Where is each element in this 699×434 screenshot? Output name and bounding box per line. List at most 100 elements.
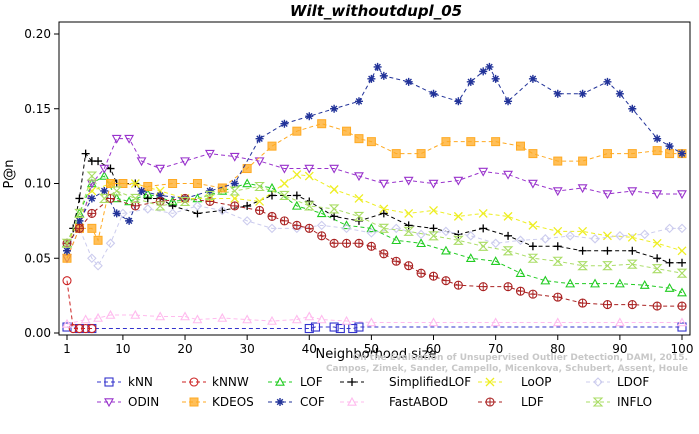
data-point: [404, 261, 414, 271]
data-point: [676, 268, 688, 278]
data-point: [404, 77, 413, 86]
legend-label: LOF: [300, 375, 323, 389]
data-point: [217, 205, 228, 216]
data-point-cross: [330, 239, 339, 248]
data-point: [87, 253, 97, 264]
legend-label: LDOF: [617, 375, 649, 389]
data-point: [341, 238, 352, 248]
data-point: [267, 182, 277, 192]
data-point: [527, 253, 539, 263]
data-point: [353, 211, 365, 221]
data-point: [577, 184, 588, 194]
data-point: [354, 238, 364, 248]
series-line: [66, 175, 683, 294]
data-point-cross: [553, 293, 562, 302]
data-point-cross: [628, 300, 637, 309]
data-point-cross: [504, 282, 513, 291]
legend-label: kNNW: [212, 375, 249, 389]
data-point: [104, 377, 114, 387]
series-line: [66, 314, 682, 325]
data-point: [205, 196, 215, 206]
credit-line-1: Campos, Zimek, Sander, Campello, Micenko…: [326, 364, 688, 374]
data-point: [354, 172, 364, 182]
data-point: [378, 179, 389, 189]
data-point: [479, 67, 488, 76]
data-point: [168, 179, 178, 188]
data-point: [254, 181, 265, 192]
series-ldf: [62, 193, 687, 311]
data-point-cross: [429, 272, 438, 281]
legend: kNN kNNW LOF SimplifiedLOF LoOP LDOF ODIN KDEOS…: [97, 375, 652, 409]
data-point: [478, 208, 488, 218]
data-point: [652, 301, 662, 311]
data-point: [130, 309, 141, 319]
x-tick-label: 50: [364, 342, 379, 356]
series-odin: [62, 134, 687, 264]
data-point-cross: [528, 290, 537, 299]
legend-label: FastABOD: [389, 395, 448, 409]
data-point: [527, 179, 538, 189]
data-point: [124, 196, 135, 206]
data-point: [490, 317, 501, 327]
data-point: [93, 235, 103, 245]
data-point: [105, 179, 115, 188]
data-point: [366, 228, 377, 238]
data-point: [491, 137, 501, 147]
data-point-cross: [404, 261, 413, 270]
data-point: [366, 241, 376, 251]
data-point: [104, 398, 114, 408]
data-point: [105, 193, 116, 203]
data-point: [466, 77, 475, 86]
data-point-cross: [342, 239, 351, 248]
data-point: [255, 196, 265, 206]
data-point: [515, 268, 526, 277]
data-point: [303, 201, 315, 211]
data-point: [304, 323, 314, 334]
data-point-cross: [516, 287, 525, 296]
data-point: [292, 191, 301, 200]
data-point: [503, 211, 513, 221]
data-point: [416, 229, 426, 240]
data-point: [192, 314, 203, 324]
data-point: [167, 208, 178, 219]
plot-area: [58, 21, 691, 336]
legend-label: SimplifiedLOF: [389, 375, 471, 389]
data-point: [292, 170, 302, 179]
data-point: [335, 323, 345, 334]
data-point-cross: [454, 281, 463, 290]
data-point: [491, 74, 500, 83]
data-point: [93, 312, 103, 322]
data-point: [590, 234, 600, 244]
data-point: [590, 278, 600, 288]
data-point-cross: [75, 224, 84, 233]
data-point: [677, 287, 687, 297]
data-point: [74, 208, 85, 218]
data-point-cross: [255, 206, 264, 215]
data-point: [93, 260, 103, 271]
series-cof: [63, 62, 686, 255]
data-point: [87, 208, 97, 218]
legend-item-knnw: kNNW: [182, 375, 249, 389]
data-point: [453, 211, 463, 221]
data-point: [466, 137, 476, 147]
data-point: [429, 89, 438, 98]
data-point: [627, 149, 637, 159]
data-point: [664, 283, 675, 292]
legend-item-odin: ODIN: [97, 395, 159, 409]
data-point: [111, 134, 122, 144]
data-point: [578, 89, 587, 98]
data-point: [142, 204, 153, 214]
data-point: [429, 224, 438, 233]
legend-label: INFLO: [617, 395, 652, 409]
data-point: [454, 97, 463, 106]
x-tick-label: 1: [63, 342, 71, 356]
data-point: [279, 216, 289, 226]
data-point: [330, 104, 339, 113]
data-point: [652, 146, 662, 156]
legend-item-knn: kNN: [97, 375, 153, 389]
data-point: [391, 256, 401, 266]
data-point: [665, 142, 674, 151]
data-point: [528, 74, 537, 83]
data-point: [292, 126, 302, 136]
x-tick-label: 40: [302, 342, 317, 356]
